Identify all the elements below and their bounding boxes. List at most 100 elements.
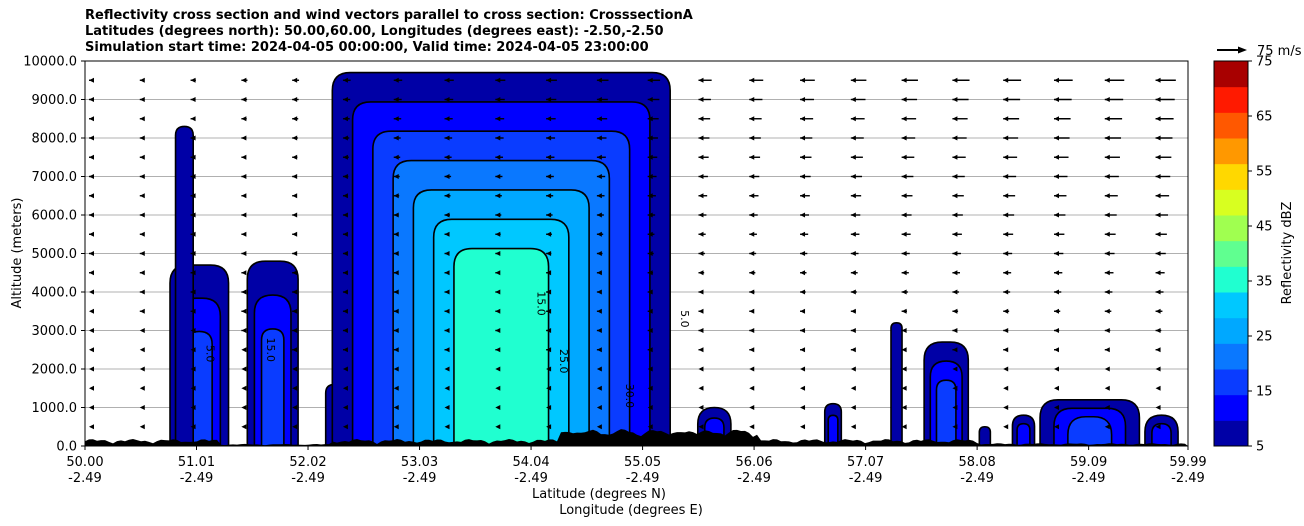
wind-vector	[190, 97, 196, 102]
storm-cell	[978, 425, 992, 446]
vector-head	[89, 405, 94, 410]
wind-vector	[1003, 308, 1010, 314]
vector-head	[850, 193, 856, 199]
wind-vector	[647, 154, 658, 160]
wind-vector	[1104, 424, 1110, 430]
wind-vector	[89, 212, 94, 218]
vector-head	[89, 328, 94, 333]
wind-vector	[952, 328, 958, 333]
wind-vector	[546, 289, 552, 295]
vector-head	[698, 328, 704, 333]
x-tick-label-lat: 59.09	[1070, 455, 1107, 470]
vector-head	[546, 347, 552, 353]
wind-vector	[342, 174, 349, 179]
wind-vector	[89, 308, 94, 314]
wind-vector	[850, 135, 864, 141]
storm-cell	[923, 341, 970, 446]
wind-vector	[749, 154, 761, 160]
vector-head	[596, 251, 602, 256]
wind-vector	[901, 347, 907, 353]
y-tick-label: 9000.0	[32, 93, 78, 108]
wind-vector	[139, 116, 145, 122]
vector-head	[342, 116, 348, 122]
vector-head	[749, 328, 755, 333]
x-tick-label-lat: 57.07	[847, 455, 884, 470]
vector-head	[546, 97, 552, 102]
vector-head	[139, 193, 145, 199]
wind-vector	[444, 174, 452, 179]
vector-head	[444, 270, 450, 276]
vector-head	[1053, 366, 1059, 372]
wind-vector	[952, 289, 960, 295]
wind-vector	[393, 385, 399, 391]
wind-vector	[1003, 231, 1014, 237]
wind-vector	[190, 212, 196, 218]
wind-vector	[800, 289, 806, 295]
wind-vector	[698, 308, 704, 314]
wind-vector	[850, 308, 856, 314]
wind-vector	[596, 289, 602, 295]
wind-vector	[241, 231, 247, 237]
wind-vector	[800, 193, 810, 199]
wind-vector	[800, 328, 806, 333]
wind-vector	[901, 424, 907, 430]
vector-head	[1155, 231, 1161, 237]
vector-head	[698, 154, 704, 160]
vector-head	[800, 77, 806, 83]
vector-head	[1104, 251, 1110, 256]
vector-head	[800, 174, 806, 179]
wind-vector	[850, 174, 863, 179]
vector-head	[241, 347, 247, 353]
vector-head	[952, 231, 958, 237]
wind-vector	[292, 154, 298, 160]
vector-head	[89, 424, 94, 430]
vector-head	[292, 328, 298, 333]
vector-head	[241, 385, 247, 391]
vector-head	[393, 424, 399, 430]
wind-vector	[546, 193, 554, 199]
vector-head	[1155, 385, 1161, 391]
vector-head	[342, 231, 348, 237]
wind-vector	[850, 424, 856, 430]
wind-vector	[190, 116, 196, 122]
vector-head	[901, 385, 907, 391]
vector-head	[850, 154, 856, 160]
wind-vector	[292, 405, 298, 410]
wind-vector	[1053, 366, 1059, 372]
wind-vector	[952, 97, 969, 102]
wind-vector	[89, 405, 94, 410]
vector-head	[546, 308, 552, 314]
vector-head	[596, 135, 602, 141]
vector-head	[495, 77, 501, 83]
wind-vector	[342, 270, 348, 276]
wind-vector	[393, 289, 399, 295]
vector-head	[190, 366, 196, 372]
vector-head	[1104, 135, 1110, 141]
vector-head	[647, 154, 653, 160]
wind-vector	[190, 251, 196, 256]
vector-head	[292, 135, 298, 141]
vector-head	[292, 174, 298, 179]
vector-head	[190, 308, 196, 314]
wind-vector	[800, 424, 806, 430]
vector-head	[139, 385, 145, 391]
vector-head	[1155, 328, 1161, 333]
wind-vector	[546, 308, 552, 314]
vector-head	[749, 174, 755, 179]
wind-vector	[139, 347, 145, 353]
wind-vector	[596, 424, 602, 430]
vector-head	[241, 251, 247, 256]
wind-vector	[495, 328, 501, 333]
wind-vector	[1155, 135, 1173, 141]
wind-vector	[342, 135, 350, 141]
wind-vector	[800, 347, 806, 353]
vector-head	[546, 193, 552, 199]
vector-head	[444, 154, 450, 160]
wind-vector	[342, 251, 348, 256]
wind-vector	[444, 328, 450, 333]
wind-vector	[241, 424, 247, 430]
wind-vector	[850, 289, 857, 295]
wind-vector	[800, 251, 808, 256]
chart-title: Reflectivity cross section and wind vect…	[85, 8, 693, 56]
vector-head	[393, 193, 399, 199]
